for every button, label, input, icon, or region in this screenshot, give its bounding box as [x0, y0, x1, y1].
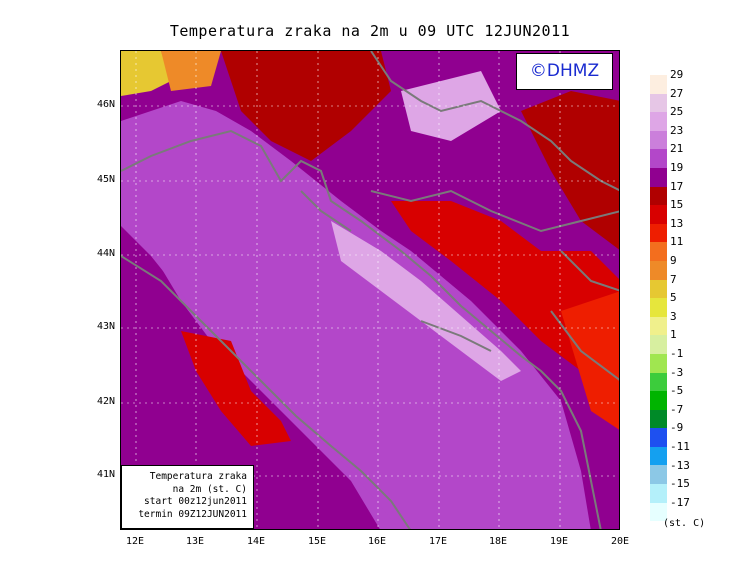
temperature-map	[120, 50, 620, 530]
y-label-42n: 42N	[96, 396, 115, 407]
legend-swatch	[650, 391, 667, 410]
legend-label: 13	[670, 216, 684, 230]
legend-swatch	[650, 242, 667, 261]
x-label-20e: 20E	[610, 536, 630, 547]
x-label-13e: 13E	[185, 536, 205, 547]
x-label-18e: 18E	[488, 536, 508, 547]
hot-zone-serbia	[521, 91, 619, 250]
legend-swatch	[650, 149, 667, 168]
legend-swatch	[650, 223, 667, 243]
legend-swatch	[650, 167, 667, 187]
x-label-16e: 16E	[367, 536, 387, 547]
hot-zone-north	[221, 51, 391, 161]
legend-label: -17	[670, 495, 690, 509]
y-label-44n: 44N	[96, 248, 115, 259]
legend-label: 25	[670, 105, 684, 119]
info-box: Temperatura zraka na 2m (st. C) start 00…	[121, 465, 254, 529]
x-label-19e: 19E	[549, 536, 569, 547]
legend-label: 5	[670, 291, 677, 305]
y-label-46n: 46N	[96, 99, 115, 110]
legend-label: -13	[670, 458, 690, 472]
legend-swatch	[650, 484, 667, 503]
legend-label: -3	[670, 365, 684, 379]
legend-swatch	[650, 130, 667, 150]
legend-label: 9	[670, 254, 677, 267]
legend-swatch	[650, 112, 667, 131]
legend-swatch	[650, 428, 667, 447]
legend-label: -5	[670, 384, 684, 398]
info-line-1: Temperatura zraka	[149, 471, 247, 482]
coastal-band	[331, 221, 521, 381]
x-label-17e: 17E	[428, 536, 448, 547]
legend-swatch	[650, 260, 667, 280]
legend-swatch	[650, 75, 667, 94]
x-label-14e: 14E	[246, 536, 266, 547]
legend-label: 11	[670, 235, 684, 249]
temperature-field	[121, 51, 619, 529]
info-line-2: na 2m (st. C)	[172, 483, 247, 495]
legend-label: 15	[670, 198, 684, 212]
y-label-45n: 45N	[96, 174, 115, 185]
x-label-15e: 15E	[307, 536, 327, 547]
legend-label: 1	[670, 328, 677, 342]
legend-swatch	[650, 205, 667, 224]
x-label-12e: 12E	[125, 536, 145, 547]
info-line-3: start 00z12jun2011	[144, 496, 247, 507]
color-legend	[650, 75, 667, 522]
legend-label: -1	[670, 347, 684, 360]
orange-zone-nw	[161, 51, 221, 91]
legend-label: 23	[670, 123, 684, 137]
legend-label: 3	[670, 309, 677, 323]
legend-swatch	[650, 502, 667, 522]
dhmz-logo: ©DHMZ	[516, 53, 613, 90]
legend-label: 27	[670, 86, 684, 100]
map-title: Temperatura zraka na 2m u 09 UTC 12JUN20…	[169, 22, 571, 40]
legend-swatch	[650, 186, 667, 206]
legend-swatch	[650, 316, 667, 336]
legend-label: 19	[670, 161, 684, 174]
hot-zone-italy	[181, 331, 291, 446]
warm-zone-se	[561, 291, 619, 430]
legend-label: -15	[670, 477, 690, 491]
adriatic-sea	[121, 136, 591, 529]
yellow-zone-nw	[121, 51, 171, 96]
legend-label: 17	[670, 179, 684, 193]
legend-label: 29	[670, 68, 684, 81]
info-line-4: termin 09Z12JUN2011	[138, 508, 247, 520]
legend-swatch	[650, 446, 667, 466]
legend-swatch	[650, 353, 667, 373]
legend-swatch	[650, 372, 667, 392]
legend-swatch	[650, 93, 667, 113]
y-label-43n: 43N	[96, 321, 115, 332]
coastlines	[121, 51, 619, 529]
legend-label: 7	[670, 272, 677, 286]
legend-swatch	[650, 335, 667, 354]
legend-swatch	[650, 298, 667, 317]
legend-label: 21	[670, 142, 684, 156]
y-label-41n: 41N	[96, 469, 115, 480]
legend-swatch	[650, 279, 667, 299]
land-region	[121, 51, 619, 529]
legend-unit: (st. C)	[663, 518, 706, 529]
italy-land	[121, 221, 380, 529]
hot-zone-bosnia	[391, 201, 619, 381]
legend-label: -9	[670, 421, 684, 435]
legend-label: -7	[670, 402, 684, 416]
legend-label: -11	[670, 440, 690, 453]
legend-swatch	[650, 465, 667, 485]
legend-swatch	[650, 409, 667, 429]
graticule	[121, 51, 619, 529]
